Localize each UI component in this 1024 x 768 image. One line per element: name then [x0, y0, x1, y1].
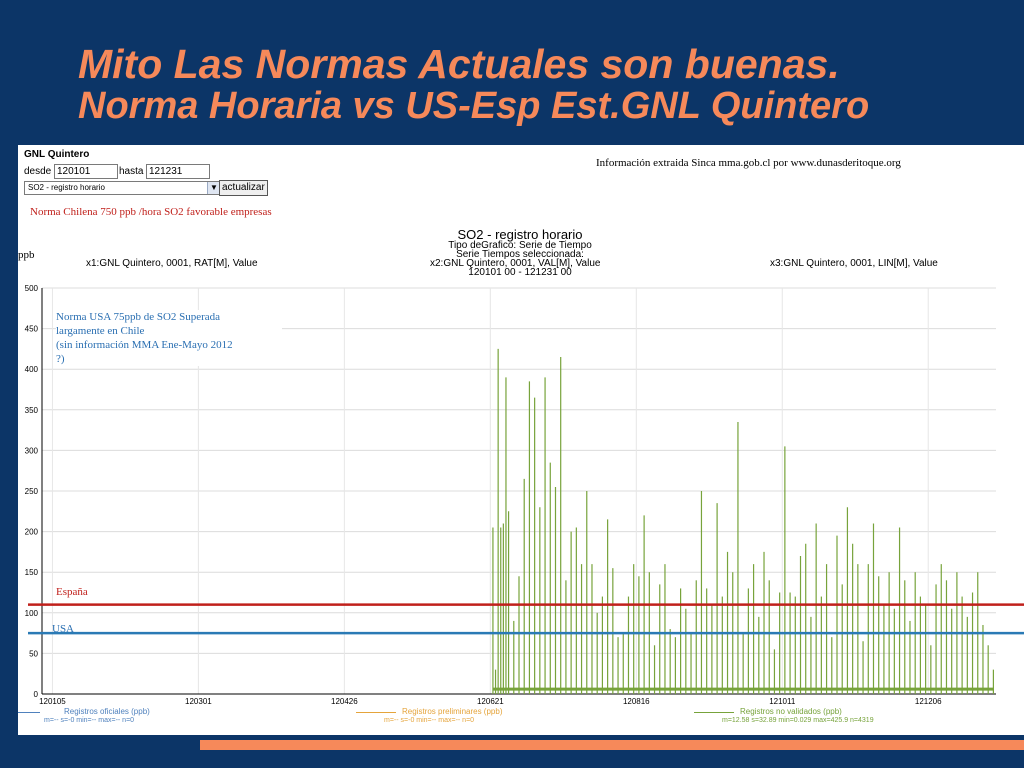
- y-tick-label: 50: [29, 649, 38, 658]
- chilean-norm-note: Norma Chilena 750 ppb /hora SO2 favorabl…: [30, 206, 272, 218]
- x-tick-label: 120301: [185, 697, 212, 706]
- y-tick-label: 500: [25, 284, 39, 293]
- legend-preliminares: Registros preliminares (ppb): [402, 707, 503, 716]
- legend-oficiales: Registros oficiales (ppb): [64, 707, 150, 716]
- x-tick-label: 120105: [39, 697, 66, 706]
- chart-title: SO2 - registro horario: [457, 227, 583, 242]
- y-tick-label: 100: [25, 609, 39, 618]
- chart-subtitle-type: Tipo deGrafico: Serie de Tiempo: [448, 240, 592, 251]
- series-x2-label: x2:GNL Quintero, 0001, VAL[M], Value: [430, 258, 601, 269]
- chart-date-range: 120101 00 - 121231 00: [468, 267, 572, 278]
- legend-swatch-preliminares: [356, 712, 396, 713]
- slide-title-line1: Mito Las Normas Actuales son buenas.: [78, 41, 840, 87]
- y-axis-unit: ppb: [18, 249, 35, 261]
- espana-label: España: [56, 586, 88, 598]
- legend-swatch-oficiales: [18, 712, 40, 713]
- x-tick-label: 121011: [769, 697, 796, 706]
- station-name: GNL Quintero: [24, 149, 90, 160]
- y-tick-label: 300: [25, 446, 39, 455]
- legend-swatch-no-validados: [694, 712, 734, 713]
- desde-label: desde: [24, 166, 52, 177]
- usa-norm-line1: Norma USA 75ppb de SO2 Superada: [56, 311, 221, 323]
- series-x1-label: x1:GNL Quintero, 0001, RAT[M], Value: [86, 258, 258, 269]
- x-tick-label: 121206: [915, 697, 942, 706]
- y-tick-label: 250: [25, 487, 39, 496]
- slide-title-line2: Norma Horaria vs US-Esp Est.GNL Quintero: [78, 85, 870, 128]
- slide-title: Mito Las Normas Actuales son buenas. Nor…: [0, 42, 1024, 127]
- usa-norm-line3: (sin información MMA Ene-Mayo 2012: [56, 339, 233, 351]
- usa-label: USA: [52, 623, 75, 635]
- x-tick-label: 120621: [477, 697, 504, 706]
- series-select[interactable]: SO2 - registro horario ▼: [24, 181, 221, 195]
- usa-norm-line4: ?): [56, 353, 65, 365]
- legend-oficiales-stats: m=-- s=-0 min=-- max=-- n=0: [44, 717, 135, 724]
- series-select-value: SO2 - registro horario: [28, 183, 105, 192]
- legend-no-validados: Registros no validados (ppb): [740, 707, 842, 716]
- usa-norm-note: Norma USA 75ppb de SO2 Superada largamen…: [56, 310, 282, 366]
- chevron-down-icon[interactable]: ▼: [207, 182, 220, 194]
- y-tick-label: 450: [25, 325, 39, 334]
- y-tick-label: 350: [25, 406, 39, 415]
- y-tick-label: 150: [25, 568, 39, 577]
- y-tick-label: 400: [25, 365, 39, 374]
- legend-preliminares-stats: m=-- s=-0 min=-- max=-- n=0: [384, 717, 475, 724]
- desde-input[interactable]: [54, 164, 118, 179]
- source-note: Información extraida Sinca mma.gob.cl po…: [596, 157, 901, 169]
- update-button[interactable]: actualizar: [219, 180, 268, 196]
- y-tick-label: 0: [34, 690, 39, 699]
- x-tick-label: 120816: [623, 697, 650, 706]
- series-x3-label: x3:GNL Quintero, 0001, LIN[M], Value: [770, 258, 938, 269]
- so2-chart: 0 50 100 150 200 250 300 350 400 450 500 120105 1203…: [25, 284, 1024, 706]
- hasta-input[interactable]: [146, 164, 210, 179]
- hasta-label: hasta: [119, 166, 144, 177]
- usa-norm-line2: largamente en Chile: [56, 325, 145, 337]
- chart-subtitle-series: Serie Tiempos seleccionada:: [456, 249, 584, 260]
- screenshot-panel: GNL Quintero desde hasta SO2 - registro …: [18, 145, 1024, 735]
- y-tick-label: 200: [25, 528, 39, 537]
- legend-no-validados-stats: m=12.58 s=32.89 min=0.029 max=425.9 n=43…: [722, 717, 874, 724]
- slide-accent-bar: [200, 740, 1024, 750]
- x-tick-label: 120426: [331, 697, 358, 706]
